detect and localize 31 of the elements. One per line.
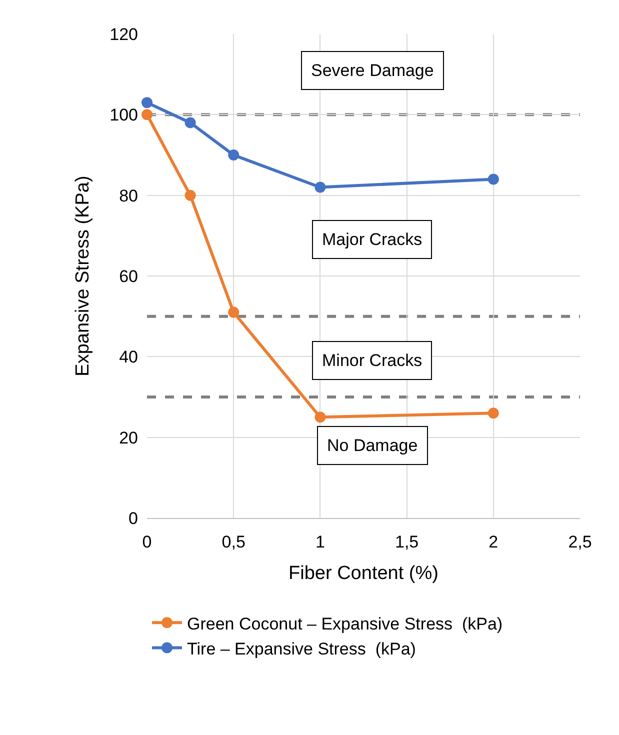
annotation: Severe Damage xyxy=(311,61,434,80)
point xyxy=(142,97,152,108)
point xyxy=(488,174,499,185)
y-tick-label: 120 xyxy=(110,24,138,44)
y-tick-label: 0 xyxy=(128,508,138,528)
point xyxy=(314,412,326,423)
x-tick-label: 1 xyxy=(315,532,325,552)
point xyxy=(142,109,152,120)
y-tick-label: 60 xyxy=(119,266,138,286)
y-axis-title: Expansive Stress (KPa) xyxy=(72,176,94,376)
point xyxy=(184,190,196,201)
annotation: Major Cracks xyxy=(322,230,422,249)
y-tick-label: 80 xyxy=(119,186,138,206)
legend-label: Green Coconut – Expansive Stress (kPa) xyxy=(187,614,503,634)
legend-label: Tire – Expansive Stress (kPa) xyxy=(187,639,416,658)
point xyxy=(184,117,196,128)
x-tick-label: 0 xyxy=(142,532,152,552)
point xyxy=(314,182,326,193)
y-tick-label: 100 xyxy=(110,106,138,125)
point xyxy=(488,408,499,419)
point xyxy=(228,150,240,160)
point xyxy=(228,306,240,318)
x-tick-label: 1,5 xyxy=(394,532,419,552)
annotation: Minor Cracks xyxy=(322,351,422,370)
y-tick-label: 20 xyxy=(119,428,138,448)
x-axis-title: Fiber Content (%) xyxy=(288,563,438,584)
x-tick-label: 2 xyxy=(488,532,498,552)
annotation: No Damage xyxy=(327,436,418,455)
x-tick-label: 2,5 xyxy=(568,532,592,552)
x-tick-label: 0,5 xyxy=(222,532,246,552)
y-tick-label: 40 xyxy=(119,348,138,367)
